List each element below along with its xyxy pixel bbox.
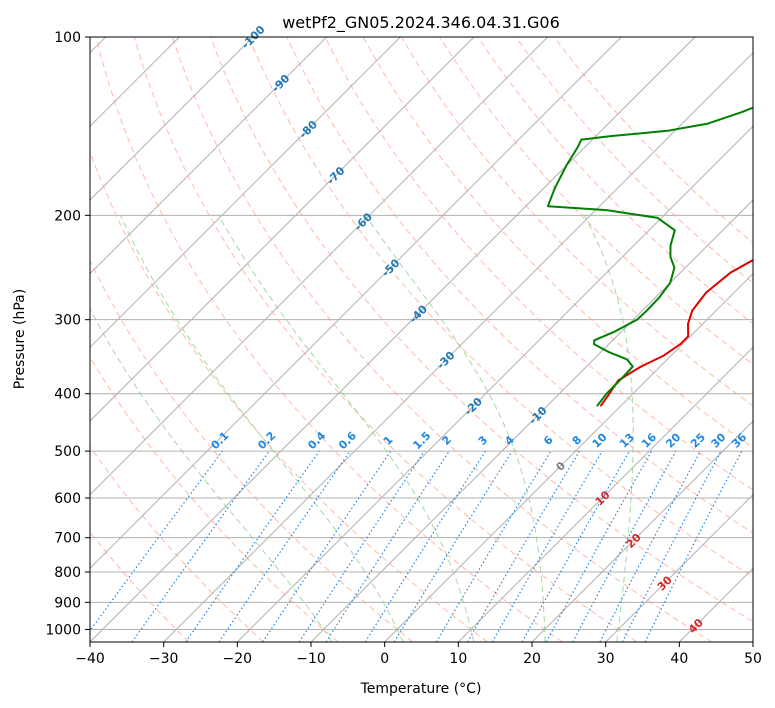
mixing-ratio-line: [393, 450, 513, 642]
mixing-ratio-label: 0.1: [208, 429, 231, 452]
moist-adiabats: [90, 215, 634, 642]
mixing-ratio-line: [325, 450, 450, 642]
mixing-ratio-label: 3: [476, 433, 491, 448]
mixing-ratio-line: [599, 450, 702, 642]
mixing-ratio-label: 16: [639, 430, 659, 450]
mixing-ratio-line: [262, 450, 392, 642]
dry-adiabat: [90, 259, 414, 642]
skewed-isotherms: [90, 37, 753, 642]
moist-adiabat: [364, 215, 546, 642]
dry-adiabat: [90, 356, 339, 642]
isotherm-line: [236, 125, 753, 642]
mixing-ratio-label: 0.6: [336, 429, 359, 452]
mixing-ratio-line: [298, 450, 425, 642]
mixing-ratio-line: [185, 450, 320, 642]
overlay-labels: 0.1 0.2 0.4 0.6 1 1.5 2 3 4 6 8 10 13 16 20 25 30 36-100-…: [208, 23, 749, 636]
isotherm-line: [90, 37, 254, 201]
y-tick-label: 100: [54, 30, 81, 46]
dry-adiabats: [90, 37, 753, 642]
isotherm-line: [384, 272, 753, 642]
isotherm-line: [310, 199, 753, 642]
y-tick-label: 900: [54, 595, 81, 611]
y-tick-label: 700: [54, 531, 81, 547]
mixing-ratio-line: [218, 450, 351, 642]
isotherm-line: [605, 493, 753, 642]
isotherm-line: [90, 37, 401, 349]
chart-title: wetPf2_GN05.2024.346.04.31.G06: [282, 13, 560, 33]
moist-adiabat: [120, 215, 404, 642]
plot-frame: [89, 36, 754, 643]
isotherm-line: [752, 641, 753, 642]
mixing-ratio-label: 13: [617, 431, 637, 451]
dry-adiabat: [171, 37, 712, 642]
mixing-ratio-line: [90, 450, 223, 632]
mixing-ratio-label: 6: [541, 433, 556, 448]
pressure-gridlines: [90, 37, 753, 630]
mixing-ratio-label: 25: [688, 431, 708, 451]
dry-adiabat: [248, 37, 753, 578]
dry-adiabat: [90, 531, 190, 642]
mixing-ratio-label: 2: [439, 433, 454, 448]
y-tick-label: 800: [54, 565, 81, 581]
y-axis: 100 200 300 400 500 600 700 800 900 1000: [45, 30, 90, 638]
y-tick-label: 500: [54, 444, 81, 460]
dry-adiabat: [90, 150, 488, 642]
isotherm-label: -90: [269, 72, 292, 95]
y-tick-label: 600: [54, 491, 81, 507]
isotherm-line: [163, 51, 753, 642]
mixing-ratio-label: 8: [570, 433, 585, 448]
dry-adiabat: [95, 37, 563, 642]
isotherm-line: [457, 346, 753, 642]
y-tick-label: 300: [54, 313, 81, 329]
isotherm-line: [531, 420, 753, 642]
moist-adiabat: [90, 308, 333, 642]
x-tick-label: −10: [296, 651, 326, 667]
mixing-ratio-lines: [90, 450, 743, 642]
x-tick-label: 40: [670, 651, 688, 667]
sounding-profiles: [546, 106, 753, 407]
dry-adiabat: [133, 37, 638, 642]
dry-adiabat: [553, 37, 753, 244]
y-tick-label: 1000: [45, 622, 81, 638]
dry-adiabat: [515, 37, 753, 284]
mixing-ratio-line: [435, 450, 552, 642]
x-tick-label: −30: [149, 651, 179, 667]
mixing-ratio-line: [545, 450, 653, 642]
x-tick-label: 0: [380, 651, 389, 667]
isotherm-line: [90, 37, 549, 496]
moist-adiabat: [218, 215, 475, 642]
isotherm-line: [90, 37, 475, 422]
x-tick-label: 30: [597, 651, 615, 667]
temperature-profile: [599, 258, 753, 407]
dry-adiabat: [210, 37, 753, 623]
isotherm-line: [90, 37, 696, 642]
mixing-ratio-line: [572, 450, 677, 642]
dry-adiabat: [324, 37, 753, 491]
mixing-ratio-label: 1: [381, 433, 396, 448]
y-tick-label: 200: [54, 208, 81, 224]
y-axis-label: Pressure (hPa): [12, 289, 28, 389]
mixing-ratio-line: [364, 450, 486, 642]
isotherm-line: [90, 37, 328, 275]
x-tick-label: −40: [75, 651, 105, 667]
x-tick-label: −20: [223, 651, 253, 667]
x-axis-label: Temperature (°C): [360, 681, 482, 697]
isotherm-line: [90, 37, 622, 570]
dewpoint-profile: [546, 106, 753, 407]
isotherm-line: [678, 567, 753, 642]
dry-adiabat: [90, 445, 264, 642]
mixing-ratio-label: 4: [502, 433, 517, 448]
mixing-ratio-line: [131, 450, 270, 642]
dry-adiabat: [286, 37, 753, 534]
x-axis: −40 −30 −20 −10 0 10 20 30 40 50: [75, 642, 762, 667]
y-tick-label: 400: [54, 387, 81, 403]
mixing-ratio-line: [644, 450, 743, 642]
mixing-ratio-label: 0.4: [305, 429, 328, 452]
x-tick-label: 10: [449, 651, 467, 667]
mixing-ratio-line: [521, 450, 631, 642]
x-tick-label: 20: [523, 651, 541, 667]
moist-adiabat: [583, 215, 634, 642]
x-tick-label: 50: [744, 651, 762, 667]
